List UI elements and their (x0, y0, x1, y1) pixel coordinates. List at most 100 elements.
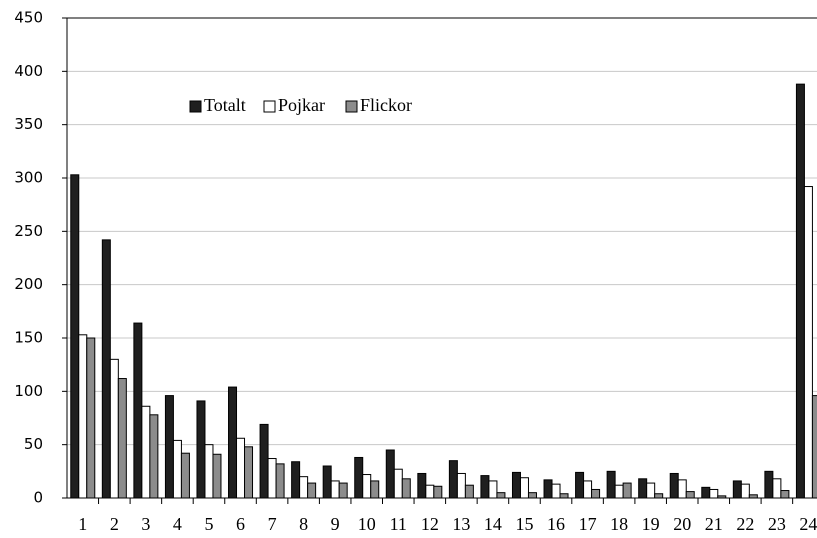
x-tick-label: 24 (799, 514, 817, 534)
bar (385, 449, 395, 499)
bar (669, 472, 679, 499)
x-tick-label: 20 (673, 514, 691, 534)
y-tick-label: 450 (14, 9, 43, 27)
y-tick-label: 150 (14, 329, 43, 347)
bar (228, 386, 238, 499)
bar (677, 479, 687, 499)
bar (212, 453, 222, 499)
x-tick-label: 1 (78, 514, 87, 534)
legend-label: Totalt (204, 95, 246, 115)
bar (701, 486, 711, 499)
y-tick-label: 400 (14, 62, 43, 80)
bar (654, 493, 664, 499)
x-tick-label: 10 (358, 514, 376, 534)
bar (172, 439, 182, 499)
x-tick-label: 5 (204, 514, 213, 534)
bar (86, 337, 96, 499)
x-tick-label: 15 (515, 514, 533, 534)
x-tick-label: 16 (547, 514, 565, 534)
bar (772, 478, 782, 499)
bar (307, 482, 317, 499)
y-tick-label: 300 (14, 169, 43, 187)
bar (732, 480, 742, 499)
bar (803, 186, 813, 499)
bar (551, 483, 561, 499)
bar (180, 452, 190, 499)
bar (685, 491, 695, 499)
legend-swatch (263, 100, 276, 113)
bar (259, 423, 269, 499)
bar (780, 490, 790, 499)
bar (370, 480, 380, 499)
x-tick-label: 23 (768, 514, 786, 534)
x-tick-label: 17 (579, 514, 597, 534)
x-tick-label: 8 (299, 514, 308, 534)
bar (527, 492, 537, 499)
bar (622, 482, 632, 499)
bar (362, 474, 372, 499)
x-tick-label: 11 (390, 514, 407, 534)
bar (811, 395, 817, 499)
bar (740, 483, 750, 499)
bar (543, 479, 553, 499)
x-tick-label: 4 (173, 514, 182, 534)
bar (606, 470, 616, 499)
bar (456, 472, 466, 499)
bar (70, 174, 80, 499)
bar (275, 463, 285, 499)
bar (101, 239, 111, 499)
x-tick-label: 3 (141, 514, 150, 534)
bar (559, 493, 569, 499)
x-tick-label: 12 (421, 514, 439, 534)
bar (638, 478, 648, 499)
bar (109, 358, 119, 499)
bar (267, 458, 277, 499)
bar (519, 477, 529, 499)
bar (488, 480, 498, 499)
bar (433, 485, 443, 499)
bar (795, 83, 805, 499)
bar (496, 492, 506, 499)
bar (141, 405, 151, 499)
bar (204, 444, 214, 499)
bar (614, 484, 624, 499)
bar (133, 322, 143, 499)
x-tick-label: 21 (705, 514, 723, 534)
y-tick-label: 350 (14, 115, 43, 133)
y-tick-label: 250 (14, 222, 43, 240)
x-tick-label: 6 (236, 514, 245, 534)
y-tick-label: 0 (33, 489, 43, 507)
x-tick-label: 13 (452, 514, 470, 534)
y-tick-label: 200 (14, 275, 43, 293)
y-tick-label: 50 (24, 435, 43, 453)
bar (196, 400, 206, 499)
x-tick-label: 9 (331, 514, 340, 534)
bar (117, 378, 127, 499)
legend-swatch (189, 100, 202, 113)
bar (511, 471, 521, 499)
bar (583, 480, 593, 499)
bar (322, 465, 332, 499)
bar (464, 484, 474, 499)
bar (480, 475, 490, 499)
bar (764, 470, 774, 499)
bar (149, 414, 159, 499)
bar (575, 471, 585, 499)
bar (591, 488, 601, 499)
bar (646, 482, 656, 499)
bar (330, 480, 340, 499)
legend-label: Pojkar (278, 95, 325, 115)
bar (401, 478, 411, 499)
bar (393, 468, 403, 499)
bar (354, 456, 364, 499)
bar (78, 334, 88, 499)
x-tick-label: 19 (642, 514, 660, 534)
bar (291, 461, 301, 499)
x-tick-label: 14 (484, 514, 502, 534)
bar (244, 446, 254, 499)
bar (417, 472, 427, 499)
bar (236, 437, 246, 499)
y-tick-label: 100 (14, 382, 43, 400)
bar (448, 460, 458, 499)
